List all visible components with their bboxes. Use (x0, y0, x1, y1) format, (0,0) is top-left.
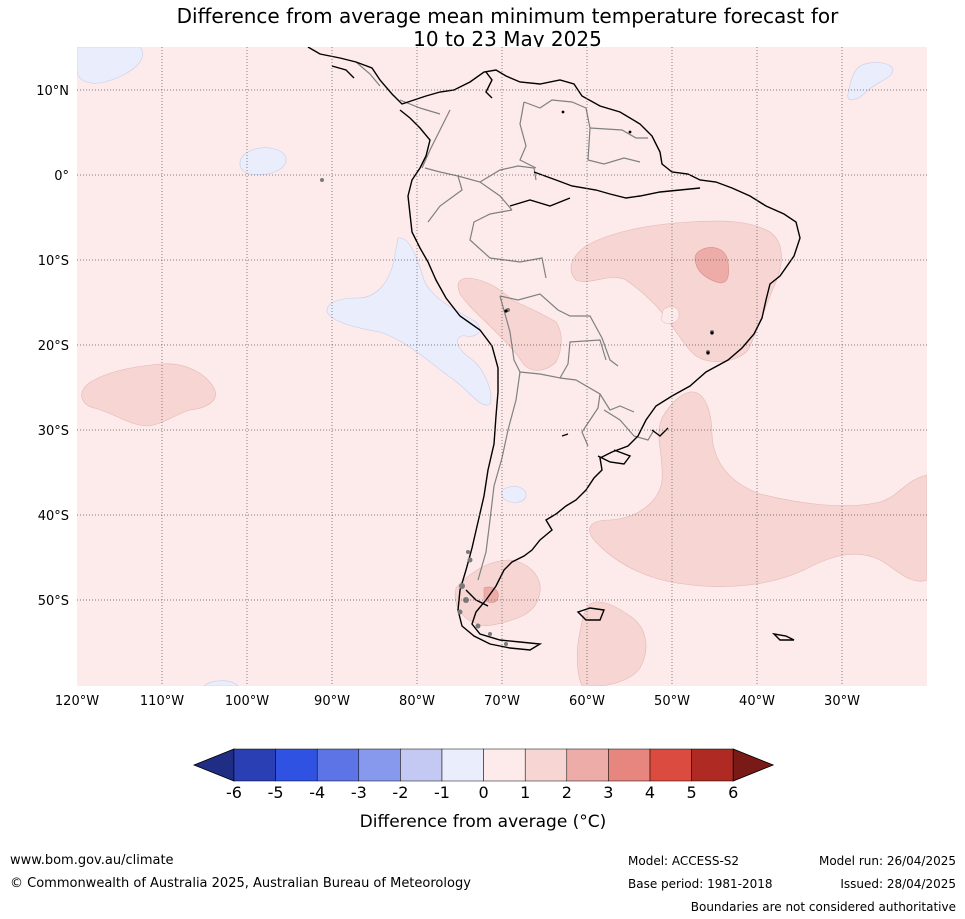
colorbar-label: Difference from average (°C) (360, 812, 607, 832)
lat-label: 20°S (38, 339, 69, 354)
longitude-labels: 120°W 110°W 100°W 90°W 80°W 70°W 60°W 50… (55, 694, 860, 709)
colorbar-tick-label: 5 (687, 783, 697, 802)
colorbar-swatch (233, 748, 276, 782)
footer-website: www.bom.gov.au/climate (10, 853, 174, 868)
colorbar-tick-label: -6 (226, 783, 242, 802)
footer-model: Model: ACCESS-S2 (628, 854, 740, 868)
colorbar-swatch (691, 748, 734, 782)
lon-label: 70°W (484, 694, 520, 709)
graticule (77, 47, 927, 686)
colorbar-swatch (483, 748, 526, 782)
footer-base-period: Base period: 1981-2018 (628, 877, 773, 891)
anomaly-warm-patch (457, 277, 562, 371)
lat-label: 10°S (38, 254, 69, 269)
colorbar-swatch (649, 748, 692, 782)
colorbar-swatch (400, 748, 443, 782)
lon-label: 60°W (569, 694, 605, 709)
colorbar-swatch (524, 748, 568, 782)
colorbar-tick-label: -2 (392, 783, 408, 802)
colorbar-tick-label: -4 (309, 783, 325, 802)
map-area (77, 47, 927, 686)
colorbar-swatch (566, 748, 609, 782)
lon-label: 90°W (314, 694, 350, 709)
lon-label: 100°W (225, 694, 269, 709)
country-borders (355, 61, 655, 581)
colorbar-swatch (275, 748, 318, 782)
colorbar-swatch (358, 748, 401, 782)
colorbar-tick-label: -3 (351, 783, 367, 802)
coastline (307, 47, 801, 651)
anomaly-cool-patch (501, 486, 527, 503)
lon-label: 50°W (654, 694, 690, 709)
map-title-line-2: 10 to 23 May 2025 (413, 27, 602, 51)
colorbar (192, 748, 775, 782)
anomaly-cool-patch (239, 147, 287, 175)
lat-label: 30°S (38, 424, 69, 439)
lat-label: 10°N (36, 84, 69, 99)
anomaly-warm-core (694, 247, 729, 284)
anomaly-warm-patch (81, 363, 216, 427)
anomaly-cool-patch (203, 680, 239, 686)
map-title-line-1: Difference from average mean minimum tem… (176, 4, 839, 28)
colorbar-swatch (441, 748, 484, 782)
colorbar-tick-label: 0 (479, 783, 489, 802)
colorbar-tick-label: -5 (268, 783, 284, 802)
anomaly-warm-patch (570, 220, 782, 362)
lat-label: 40°S (38, 509, 69, 524)
lat-label: 0° (54, 169, 69, 184)
lon-label: 40°W (739, 694, 775, 709)
colorbar-swatch (316, 748, 360, 782)
footer-disclaimer: Boundaries are not considered authoritat… (690, 900, 956, 914)
anomaly-cool-patch (326, 237, 492, 406)
anomaly-cool-patch (77, 47, 143, 84)
lon-label: 120°W (55, 694, 99, 709)
lat-label: 50°S (38, 594, 69, 609)
colorbar-extend-low (192, 748, 235, 782)
anomaly-cool-patch (847, 62, 894, 101)
lon-label: 110°W (140, 694, 184, 709)
lon-label: 80°W (399, 694, 435, 709)
colorbar-tick-label: 3 (603, 783, 613, 802)
anomaly-warm-patch (576, 601, 647, 686)
latitude-labels: 10°N 0° 10°S 20°S 30°S 40°S 50°S (36, 84, 69, 609)
footer-issued: Issued: 28/04/2025 (840, 877, 956, 891)
colorbar-tick-label: 6 (728, 783, 738, 802)
colorbar-extend-high (732, 748, 775, 782)
footer-model-run: Model run: 26/04/2025 (818, 854, 956, 868)
anomaly-warm-patch (589, 391, 927, 587)
colorbar-tick-label: 4 (645, 783, 655, 802)
lon-label: 30°W (824, 694, 860, 709)
colorbar-tick-label: 1 (520, 783, 530, 802)
lakes (504, 110, 714, 355)
colorbar-tick-label: -1 (434, 783, 450, 802)
colorbar-tick-labels: -6 -5 -4 -3 -2 -1 0 1 2 3 4 5 6 (226, 783, 738, 802)
anomaly-cool-hole (660, 306, 680, 324)
footer-copyright: © Commonwealth of Australia 2025, Austra… (10, 876, 471, 891)
colorbar-tick-label: 2 (562, 783, 572, 802)
colorbar-swatch (608, 748, 651, 782)
